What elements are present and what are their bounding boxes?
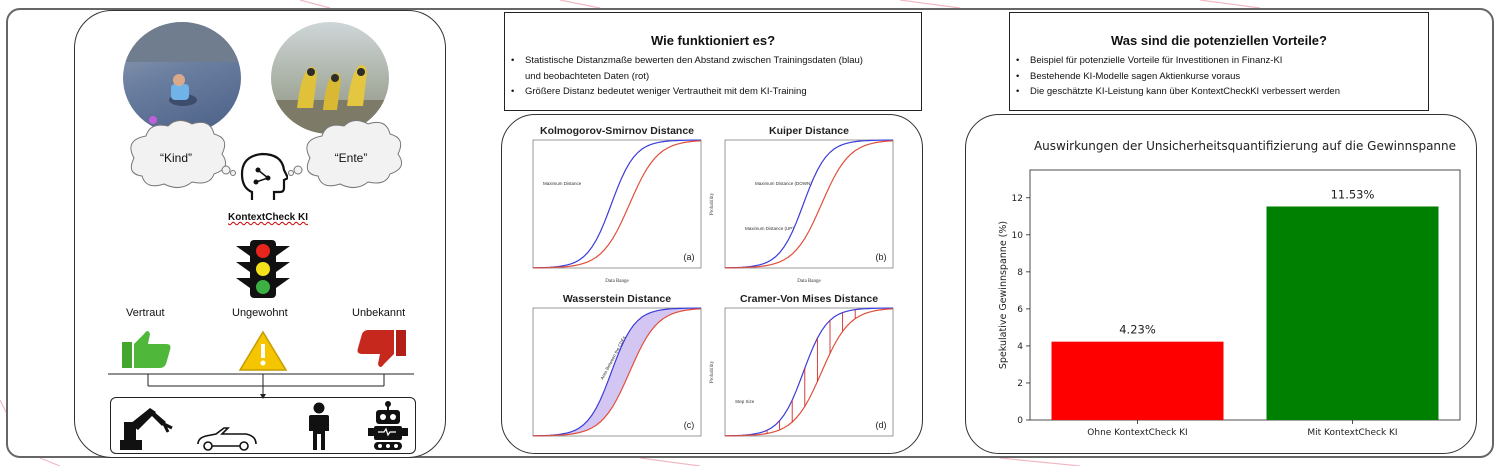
level-label-unusual: Ungewohnt [232,307,288,319]
training-cdf-line [724,307,893,437]
y-tick-label: 10 [1012,231,1024,241]
distance-metrics-figure: Kolmogorov-Smirnov Distance (a) Maximum Di… [532,125,894,437]
training-cdf-line [724,139,893,269]
subplot-title: Kolmogorov-Smirnov Distance [540,125,694,137]
observed-cdf-line [532,308,702,437]
subplot-title: Wasserstein Distance [563,293,671,305]
subplot-axes [724,307,894,437]
subplot-title: Cramer-Von Mises Distance [740,293,878,305]
y-tick-label: 12 [1012,194,1023,204]
connector-lines [108,373,414,399]
y-tick-label: 8 [1017,268,1023,278]
benefit-bullet-3: Die geschätzte KI-Leistung kann über Kon… [1010,84,1428,100]
distance-subplot: Kuiper Distance (b) Maximum Distance (DOWN… [710,125,894,284]
subplot-axes [532,307,702,437]
warning-icon [238,330,288,371]
bar [1051,341,1224,420]
robot-arm-icon [120,408,173,450]
y-tick-label: 6 [1017,305,1023,315]
benefit-bullet-2: Bestehende KI-Modelle sagen Aktienkurse … [1010,69,1428,85]
subplot-annotation: Maximum Distance (DOWN) [755,181,812,186]
plot-frame [1029,169,1461,421]
subplot-ylabel: Probability [710,192,715,215]
subplot-annotation-secondary: Maximum Distance (UP) [745,226,794,231]
how-it-works-title: Wie funktioniert es? [650,33,776,48]
subplot-axes [724,139,894,269]
car-icon [197,427,257,451]
subplot-axes [532,139,702,269]
thumbs-up-icon [122,331,171,368]
training-cdf-line [532,307,701,437]
how-bullet-1: Statistische Distanzmaße bewerten den Ab… [505,53,921,69]
observed-cdf-line [532,140,702,269]
bar [1266,206,1439,420]
how-it-works-box: Wie funktioniert es? Statistische Distan… [504,12,922,111]
thought-left-label: “Kind” [159,151,192,165]
applications-box [110,397,416,454]
subplot-xlabel: Data Range [797,279,821,284]
brand-label: KontextCheck KI [228,212,309,223]
bar-value-label: 11.53% [1331,187,1375,201]
benefits-title: Was sind die potenziellen Vorteile? [1111,33,1327,48]
robot-icon [368,401,408,450]
subplot-title: Kuiper Distance [769,125,849,137]
observed-cdf-line [724,308,894,437]
subplot-tag: (b) [876,252,887,262]
level-label-unknown: Unbekannt [352,307,406,319]
profit-bar-chart: Auswirkungen der Unsicherheitsquantifizi… [998,139,1461,438]
subplot-tag: (c) [684,420,695,430]
y-axis-label: Spekulative Gewinnspanne (%) [998,221,1009,369]
subplot-annotation: Step Size [735,399,755,404]
distance-subplot: Kolmogorov-Smirnov Distance (a) Maximum Di… [532,125,702,284]
how-bullet-1-continued: und beobachteten Daten (rot) [525,70,650,82]
traffic-light-icon [236,240,290,298]
subplot-annotation: Maximum Distance [543,181,582,186]
subplot-xlabel: Data Range [605,279,629,284]
level-label-familiar: Vertraut [126,307,165,319]
area-between-cdfs [533,308,701,436]
subplot-tag: (d) [876,420,887,430]
thumbs-down-icon [357,330,406,367]
y-tick-label: 4 [1017,342,1023,352]
x-tick-label: Ohne KontextCheck KI [1087,428,1187,438]
bar-value-label: 4.23% [1119,323,1156,337]
benefits-box: Was sind die potenziellen Vorteile? Beis… [1009,12,1429,111]
distance-subplot: Wasserstein Distance(c)Area Between the … [532,293,702,437]
distance-subplot: Cramer-Von Mises Distance (d) Step Size Pro… [710,293,894,437]
ai-head-icon [240,152,288,200]
thought-clouds [130,120,403,188]
how-bullet-2: Größere Distanz bedeutet weniger Vertrau… [505,84,921,100]
chart-title: Auswirkungen der Unsicherheitsquantifizi… [1034,139,1456,153]
subplot-ylabel: Probability [710,360,715,383]
y-tick-label: 2 [1017,379,1023,389]
subplot-tag: (a) [684,252,695,262]
training-cdf-line [532,139,701,269]
observed-cdf-line [724,140,894,269]
y-tick-label: 0 [1017,416,1023,426]
x-tick-label: Mit KontextCheck KI [1307,428,1397,438]
duck-photo [271,22,389,134]
thought-right-label: “Ente” [334,151,368,165]
person-icon [309,402,329,450]
benefit-bullet-1: Beispiel für potenzielle Vorteile für In… [1010,53,1428,69]
